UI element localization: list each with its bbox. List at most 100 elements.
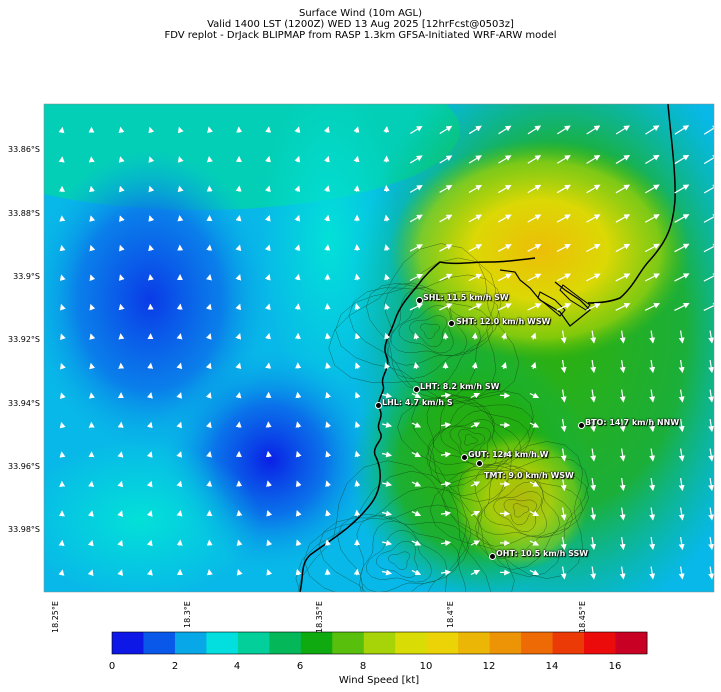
colorbar-tick-0: 0	[108, 661, 116, 672]
wind-arrow	[148, 156, 155, 163]
wind-arrow	[117, 480, 124, 488]
wind-arrow	[619, 536, 626, 551]
wind-arrow	[59, 244, 66, 252]
wind-arrow	[384, 244, 390, 251]
wind-arrow	[89, 362, 96, 370]
wind-arrow	[384, 332, 391, 340]
wind-arrow	[117, 569, 124, 576]
wind-arrow	[497, 303, 512, 311]
wind-arrow	[411, 481, 422, 487]
wind-arrow	[468, 155, 482, 164]
wind-arrow	[678, 359, 685, 374]
wind-arrow	[118, 185, 125, 193]
terrain-contour-line	[427, 402, 510, 469]
wind-arrow	[266, 509, 273, 517]
wind-arrow	[353, 126, 360, 133]
wind-arrow	[381, 422, 393, 428]
wind-arrow	[146, 539, 153, 547]
wind-arrow	[649, 418, 656, 433]
wind-arrow	[556, 303, 572, 311]
wind-arrow	[59, 421, 66, 429]
wind-arrow	[411, 451, 422, 458]
colorbar-segment	[584, 632, 617, 654]
wind-arrow	[117, 421, 124, 428]
lat-label-33-98: 33.98°S	[8, 525, 40, 534]
wind-arrow	[590, 418, 597, 433]
wind-arrow	[470, 510, 481, 517]
wind-arrow	[708, 418, 714, 433]
wind-arrow	[266, 480, 272, 487]
wind-arrow	[325, 391, 332, 399]
wind-arrow	[468, 273, 483, 282]
wind-arrow	[235, 362, 242, 370]
wind-arrow	[649, 389, 656, 403]
terrain-contour-line	[366, 282, 501, 392]
wind-arrow	[470, 481, 481, 487]
wind-arrow	[560, 418, 567, 433]
wind-arrow	[590, 359, 597, 374]
wind-arrow	[295, 509, 302, 517]
wind-arrow	[442, 332, 449, 340]
lon-label-18-45: 18.45°E	[578, 601, 587, 633]
lat-label-33-88: 33.88°S	[8, 209, 40, 218]
lat-label-33-92: 33.92°S	[8, 335, 40, 344]
wind-arrow	[440, 540, 452, 547]
wind-arrow	[674, 243, 690, 253]
wind-arrow	[381, 540, 393, 546]
wind-arrow	[560, 448, 567, 462]
wind-arrow	[206, 451, 212, 458]
wind-arrow	[295, 568, 302, 576]
wind-arrow	[590, 566, 597, 580]
wind-arrow	[176, 539, 183, 546]
wind-arrow	[325, 450, 332, 458]
wind-arrow	[148, 244, 155, 252]
wind-arrow	[649, 477, 656, 492]
wind-arrow	[177, 126, 184, 134]
terrain-contour-line	[493, 491, 542, 532]
wind-arrow	[674, 184, 690, 194]
wind-arrow	[529, 510, 540, 517]
wind-arrow	[235, 244, 242, 252]
wind-arrow	[87, 510, 94, 517]
wind-arrow	[590, 389, 597, 403]
wind-arrow	[205, 303, 212, 311]
colorbar-segment	[615, 632, 648, 654]
wind-arrow	[176, 333, 183, 340]
terrain-contour-line	[503, 498, 537, 526]
wind-arrow	[89, 274, 96, 282]
wind-arrow	[265, 362, 272, 369]
wind-arrow	[410, 125, 423, 135]
wind-arrow	[176, 510, 183, 517]
wind-arrow	[674, 214, 690, 223]
wind-arrow	[703, 125, 714, 135]
wind-arrow	[325, 421, 332, 429]
wind-arrow	[708, 477, 714, 492]
wind-arrow	[560, 536, 567, 551]
wind-arrow	[560, 477, 567, 492]
wind-arrow	[649, 330, 656, 344]
wind-arrow	[615, 125, 630, 135]
wind-arrow	[615, 303, 631, 311]
wind-arrow	[644, 273, 660, 282]
wind-arrow	[615, 273, 631, 282]
lon-label-18-40: 18.4°E	[446, 601, 455, 628]
wind-arrow	[59, 303, 66, 311]
wind-arrow	[88, 392, 95, 399]
wind-arrow	[147, 392, 153, 399]
wind-arrow	[323, 126, 330, 134]
colorbar-segment	[552, 632, 585, 654]
wind-arrow	[439, 184, 453, 193]
wind-arrow	[381, 451, 393, 458]
wind-arrow	[146, 480, 153, 488]
wind-arrow	[206, 568, 213, 576]
station-marker-bto	[578, 422, 585, 429]
wind-arrow	[644, 214, 660, 223]
wind-arrow	[235, 214, 242, 222]
wind-arrow	[294, 273, 301, 281]
wind-arrow	[381, 510, 393, 517]
wind-arrow	[619, 566, 626, 580]
coastline-east	[587, 104, 676, 304]
wind-arrow	[177, 215, 184, 222]
lat-label-33-86: 33.86°S	[8, 145, 40, 154]
